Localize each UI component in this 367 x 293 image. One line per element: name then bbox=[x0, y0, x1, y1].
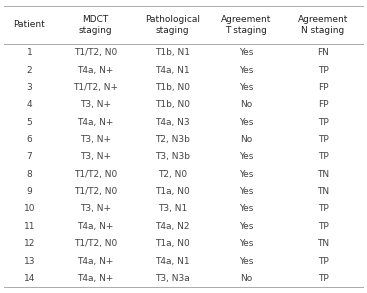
Text: 11: 11 bbox=[23, 222, 35, 231]
Text: T1/T2, N0: T1/T2, N0 bbox=[74, 170, 117, 179]
Text: T3, N+: T3, N+ bbox=[80, 205, 111, 214]
Text: T3, N1: T3, N1 bbox=[158, 205, 187, 214]
Text: Yes: Yes bbox=[239, 205, 253, 214]
Text: T1/T2, N0: T1/T2, N0 bbox=[74, 239, 117, 248]
Text: 7: 7 bbox=[26, 152, 32, 161]
Text: 5: 5 bbox=[26, 117, 32, 127]
Text: 9: 9 bbox=[26, 187, 32, 196]
Text: T4a, N+: T4a, N+ bbox=[77, 117, 114, 127]
Text: T4a, N+: T4a, N+ bbox=[77, 274, 114, 283]
Text: T4a, N+: T4a, N+ bbox=[77, 222, 114, 231]
Text: T4a, N1: T4a, N1 bbox=[155, 66, 190, 74]
Text: T3, N+: T3, N+ bbox=[80, 100, 111, 109]
Text: 13: 13 bbox=[23, 257, 35, 265]
Text: Agreement
N staging: Agreement N staging bbox=[298, 15, 348, 35]
Text: Yes: Yes bbox=[239, 239, 253, 248]
Text: T3, N+: T3, N+ bbox=[80, 152, 111, 161]
Text: Pathological
staging: Pathological staging bbox=[145, 15, 200, 35]
Text: TP: TP bbox=[317, 257, 328, 265]
Text: T1b, N0: T1b, N0 bbox=[155, 100, 190, 109]
Text: TP: TP bbox=[317, 135, 328, 144]
Text: No: No bbox=[240, 135, 252, 144]
Text: 12: 12 bbox=[24, 239, 35, 248]
Text: TP: TP bbox=[317, 205, 328, 214]
Text: TN: TN bbox=[317, 170, 329, 179]
Text: Yes: Yes bbox=[239, 257, 253, 265]
Text: T1/T2, N0: T1/T2, N0 bbox=[74, 48, 117, 57]
Text: T4a, N+: T4a, N+ bbox=[77, 257, 114, 265]
Text: T2, N3b: T2, N3b bbox=[155, 135, 190, 144]
Text: T1a, N0: T1a, N0 bbox=[155, 187, 190, 196]
Text: TP: TP bbox=[317, 274, 328, 283]
Text: No: No bbox=[240, 100, 252, 109]
Text: FP: FP bbox=[318, 100, 328, 109]
Text: T2, N0: T2, N0 bbox=[158, 170, 187, 179]
Text: FN: FN bbox=[317, 48, 329, 57]
Text: Yes: Yes bbox=[239, 117, 253, 127]
Text: TP: TP bbox=[317, 152, 328, 161]
Text: Yes: Yes bbox=[239, 222, 253, 231]
Text: Yes: Yes bbox=[239, 187, 253, 196]
Text: 3: 3 bbox=[26, 83, 32, 92]
Text: Yes: Yes bbox=[239, 66, 253, 74]
Text: T4a, N2: T4a, N2 bbox=[155, 222, 190, 231]
Text: Patient: Patient bbox=[14, 21, 45, 29]
Text: T1a, N0: T1a, N0 bbox=[155, 239, 190, 248]
Text: Yes: Yes bbox=[239, 48, 253, 57]
Text: TP: TP bbox=[317, 222, 328, 231]
Text: TP: TP bbox=[317, 117, 328, 127]
Text: T3, N3a: T3, N3a bbox=[155, 274, 190, 283]
Text: TN: TN bbox=[317, 239, 329, 248]
Text: TN: TN bbox=[317, 187, 329, 196]
Text: 1: 1 bbox=[26, 48, 32, 57]
Text: No: No bbox=[240, 274, 252, 283]
Text: T1b, N0: T1b, N0 bbox=[155, 83, 190, 92]
Text: T1/T2, N0: T1/T2, N0 bbox=[74, 187, 117, 196]
Text: T4a, N+: T4a, N+ bbox=[77, 66, 114, 74]
Text: T1b, N1: T1b, N1 bbox=[155, 48, 190, 57]
Text: Yes: Yes bbox=[239, 170, 253, 179]
Text: Yes: Yes bbox=[239, 152, 253, 161]
Text: 4: 4 bbox=[26, 100, 32, 109]
Text: MDCT
staging: MDCT staging bbox=[79, 15, 112, 35]
Text: 2: 2 bbox=[26, 66, 32, 74]
Text: TP: TP bbox=[317, 66, 328, 74]
Text: T3, N3b: T3, N3b bbox=[155, 152, 190, 161]
Text: Agreement
T staging: Agreement T staging bbox=[221, 15, 271, 35]
Text: T1/T2, N+: T1/T2, N+ bbox=[73, 83, 118, 92]
Text: FP: FP bbox=[318, 83, 328, 92]
Text: 8: 8 bbox=[26, 170, 32, 179]
Text: T3, N+: T3, N+ bbox=[80, 135, 111, 144]
Text: T4a, N1: T4a, N1 bbox=[155, 257, 190, 265]
Text: Yes: Yes bbox=[239, 83, 253, 92]
Text: 6: 6 bbox=[26, 135, 32, 144]
Text: 10: 10 bbox=[23, 205, 35, 214]
Text: T4a, N3: T4a, N3 bbox=[155, 117, 190, 127]
Text: 14: 14 bbox=[24, 274, 35, 283]
